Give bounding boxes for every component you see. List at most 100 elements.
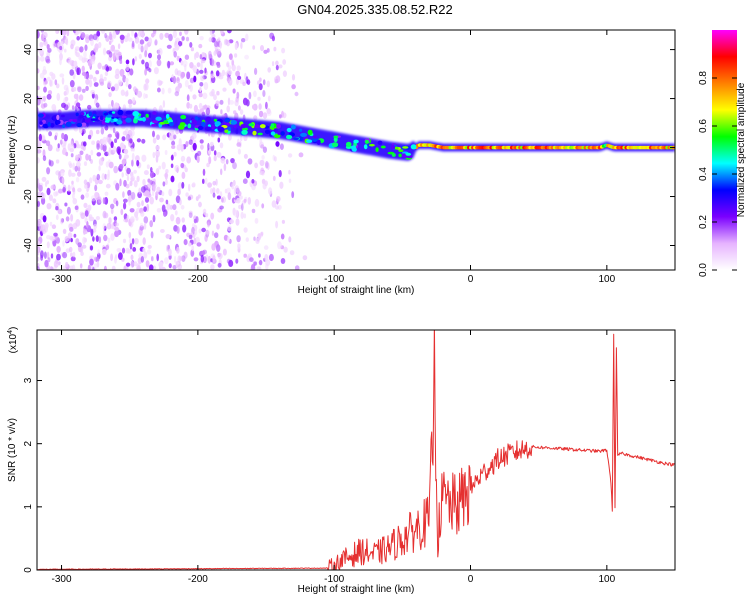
- spectrogram-speckle-dot: [103, 265, 107, 270]
- spectrogram-speckle-dot: [269, 32, 275, 39]
- y-tick-label: -20: [23, 189, 34, 204]
- spectrogram-speckle-dot: [228, 134, 232, 141]
- spectrogram-speckle-dot: [110, 44, 115, 52]
- spectrogram-speckle-dot: [258, 253, 261, 258]
- spectrogram-speckle-dot: [51, 236, 56, 242]
- spectrogram-speckle-dot: [50, 184, 56, 190]
- spectrogram-speckle-dot: [187, 196, 192, 201]
- spectrogram-speckle-dot: [125, 59, 130, 65]
- spectrogram-speckle-dot: [113, 83, 119, 92]
- spectrogram-speckle-dot: [80, 194, 85, 200]
- spectrogram-ridge-blob: [241, 129, 248, 135]
- spectrogram-ridge-blob: [50, 123, 55, 128]
- spectrogram-speckle-dot: [157, 54, 161, 60]
- spectrogram-speckle-dot: [37, 55, 40, 63]
- spectrogram-speckle-dot: [156, 186, 161, 193]
- snr-scale-label: (x104): [7, 327, 19, 354]
- spectrogram-speckle-dot: [93, 263, 97, 270]
- spectrogram-speckle-dot: [82, 244, 87, 249]
- spectrogram-speckle-dot: [40, 254, 43, 261]
- spectrogram-speckle-dot: [102, 223, 106, 230]
- spectrogram-speckle-dot: [90, 264, 94, 270]
- spectrogram-speckle-dot: [110, 203, 115, 209]
- spectrogram-speckle-dot: [53, 42, 58, 47]
- spectrogram-speckle-dot: [42, 149, 46, 158]
- x-tick-label: 100: [598, 274, 615, 285]
- spectrogram-speckle-dot: [75, 30, 79, 36]
- spectrogram-speckle-dot: [231, 183, 235, 190]
- spectrogram-speckle-dot: [92, 236, 95, 242]
- spectrogram-speckle-dot: [51, 224, 57, 229]
- spectrogram-speckle-dot: [124, 35, 129, 43]
- x-tick-label: -200: [188, 274, 208, 285]
- spectrogram-ridge-blob: [217, 126, 225, 132]
- spectrogram-speckle-dot: [110, 86, 116, 92]
- spectrogram-ridge-blob: [116, 120, 123, 125]
- colorbar-label: Normalized spectral amplitude: [736, 82, 747, 217]
- spectrogram-speckle-dot: [171, 130, 175, 137]
- spectrogram-speckle-dot: [210, 58, 215, 67]
- spectrogram-speckle-dot: [235, 70, 241, 77]
- spectrogram-speckle-dot: [55, 170, 61, 176]
- spectrogram-speckle-dot: [294, 91, 299, 97]
- spectrogram-ridge-blob: [151, 123, 157, 127]
- spectrogram-ridge-blob: [214, 121, 221, 126]
- spectrogram-speckle-dot: [67, 184, 71, 193]
- spectrogram-speckle-dot: [160, 229, 165, 233]
- spectrogram-ridge-blob: [402, 146, 409, 149]
- spectrogram-speckle-dot: [51, 73, 56, 80]
- spectrogram-speckle-dot: [151, 256, 154, 262]
- spectrogram-speckle-dot: [101, 173, 106, 181]
- spectrogram-ridge-blob: [78, 114, 84, 119]
- spectrogram-speckle-dot: [261, 170, 265, 176]
- spectrogram-speckle-dot: [78, 55, 84, 61]
- spectrogram-ridge-blob: [240, 124, 247, 129]
- spectrogram-speckle-dot: [71, 264, 76, 270]
- spectrogram-speckle-dot: [87, 104, 92, 110]
- spectrogram-speckle-dot: [77, 86, 82, 93]
- spectrogram-speckle-dot: [266, 109, 272, 116]
- spectrogram-speckle-dot: [191, 132, 197, 140]
- spectrogram-speckle-dot: [58, 208, 63, 215]
- spectrogram-speckle-dot: [123, 202, 127, 210]
- spectrogram-speckle-dot: [275, 64, 279, 71]
- spectrogram-speckle-dot: [129, 242, 133, 250]
- spectrogram-speckle-dot: [67, 143, 71, 151]
- spectrogram-speckle-dot: [54, 79, 58, 86]
- spectrogram-speckle-dot: [40, 134, 46, 142]
- y-tick-label: -40: [23, 238, 34, 253]
- spectrogram-speckle-dot: [192, 65, 198, 73]
- spectrogram-speckle-dot: [151, 32, 155, 38]
- spectrogram-speckle-dot: [54, 135, 58, 141]
- spectrogram-speckle-dot: [108, 161, 114, 169]
- spectrogram-speckle-dot: [99, 73, 103, 81]
- spectrogram-speckle-dot: [126, 90, 129, 97]
- x-tick-label: -100: [324, 574, 344, 585]
- spectrogram-speckle-dot: [298, 152, 304, 158]
- snr-scale-suffix: ): [8, 327, 19, 330]
- spectrogram-speckle-dot: [185, 36, 190, 42]
- spectrogram-speckle-dot: [166, 44, 172, 49]
- spectrogram-ridge-blob: [125, 110, 133, 115]
- spectrogram-speckle-dot: [210, 73, 215, 79]
- spectrogram-ridge-blob: [117, 109, 124, 116]
- spectrogram-speckle-dot: [73, 87, 77, 92]
- spectrogram-speckle-dot: [90, 38, 94, 46]
- spectrogram-speckle-dot: [106, 173, 110, 181]
- spectrogram-ridge-blob: [72, 118, 78, 123]
- spectrogram-speckle-dot: [51, 104, 57, 111]
- spectrogram-speckle-dot: [123, 265, 127, 270]
- spectrogram-speckle-dot: [188, 139, 193, 145]
- spectrogram-speckle-dot: [148, 37, 153, 45]
- spectrogram-speckle-dot: [72, 162, 75, 170]
- spectrogram-speckle-dot: [41, 96, 46, 102]
- spectrogram-speckle-dot: [202, 178, 205, 184]
- spectrogram-speckle-dot: [280, 258, 286, 264]
- spectrogram-speckle-dot: [117, 79, 123, 87]
- spectrogram-speckle-dot: [254, 217, 259, 224]
- spectrogram-speckle-dot: [193, 237, 197, 245]
- spectrogram-speckle-dot: [169, 135, 174, 141]
- spectrogram-speckle-dot: [124, 154, 129, 159]
- spectrogram-speckle-dot: [198, 92, 203, 98]
- spectrogram-speckle-dot: [181, 36, 185, 41]
